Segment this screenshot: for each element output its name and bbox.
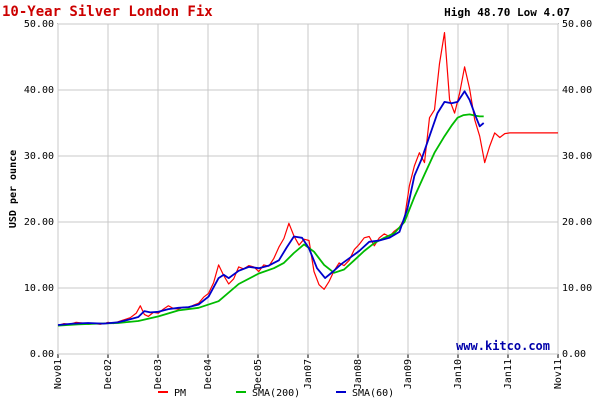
x-tick-label: Dec05 <box>253 359 264 389</box>
high-low-readout: High 48.70 Low 4.07 <box>444 6 570 19</box>
y-tick-label-right: 50.00 <box>562 19 592 30</box>
x-tick-label: Jan10 <box>453 359 464 389</box>
y-tick-label-right: 40.00 <box>562 85 592 96</box>
x-tick-label: Jan08 <box>353 359 364 389</box>
y-tick-label-right: 20.00 <box>562 217 592 228</box>
y-tick-label-left: 40.00 <box>24 85 54 96</box>
y-tick-label-left: 30.00 <box>24 151 54 162</box>
x-tick-label: Nov11 <box>553 359 564 389</box>
x-tick-label: Dec03 <box>153 359 164 389</box>
gridlines <box>57 23 559 358</box>
chart-title: 10-Year Silver London Fix <box>2 4 213 20</box>
series-sma-200-line <box>57 113 484 327</box>
series-pm-line <box>57 31 558 327</box>
tick-labels: Nov01 Dec02 Dec03 Dec04 Dec05 Jan07 Jan08 Jan09… <box>24 19 592 389</box>
x-tick-label: Nov01 <box>53 359 64 389</box>
y-tick-label-right: 0.00 <box>562 349 586 360</box>
y-tick-label-right: 10.00 <box>562 283 592 294</box>
y-tick-label-left: 10.00 <box>24 283 54 294</box>
y-tick-label-left: 50.00 <box>24 19 54 30</box>
legend: PM SMA(200) SMA(60) <box>158 388 394 399</box>
y-tick-label-left: 20.00 <box>24 217 54 228</box>
x-tick-label: Dec04 <box>203 359 214 389</box>
x-tick-label: Jan11 <box>503 359 514 389</box>
y-axis-label: USD per ounce <box>8 150 19 228</box>
y-tick-label-left: 0.00 <box>30 349 54 360</box>
x-tick-label: Jan07 <box>303 359 314 389</box>
kitco-watermark: www.kitco.com <box>456 339 550 353</box>
series-lines <box>57 31 558 327</box>
y-tick-label-right: 30.00 <box>562 151 592 162</box>
x-tick-label: Jan09 <box>403 359 414 389</box>
legend-label-sma-60: SMA(60) <box>352 388 394 399</box>
legend-label-sma-200: SMA(200) <box>252 388 300 399</box>
series-sma-60-line <box>57 90 485 326</box>
x-tick-label: Dec02 <box>103 359 114 389</box>
legend-label-pm: PM <box>174 388 186 399</box>
